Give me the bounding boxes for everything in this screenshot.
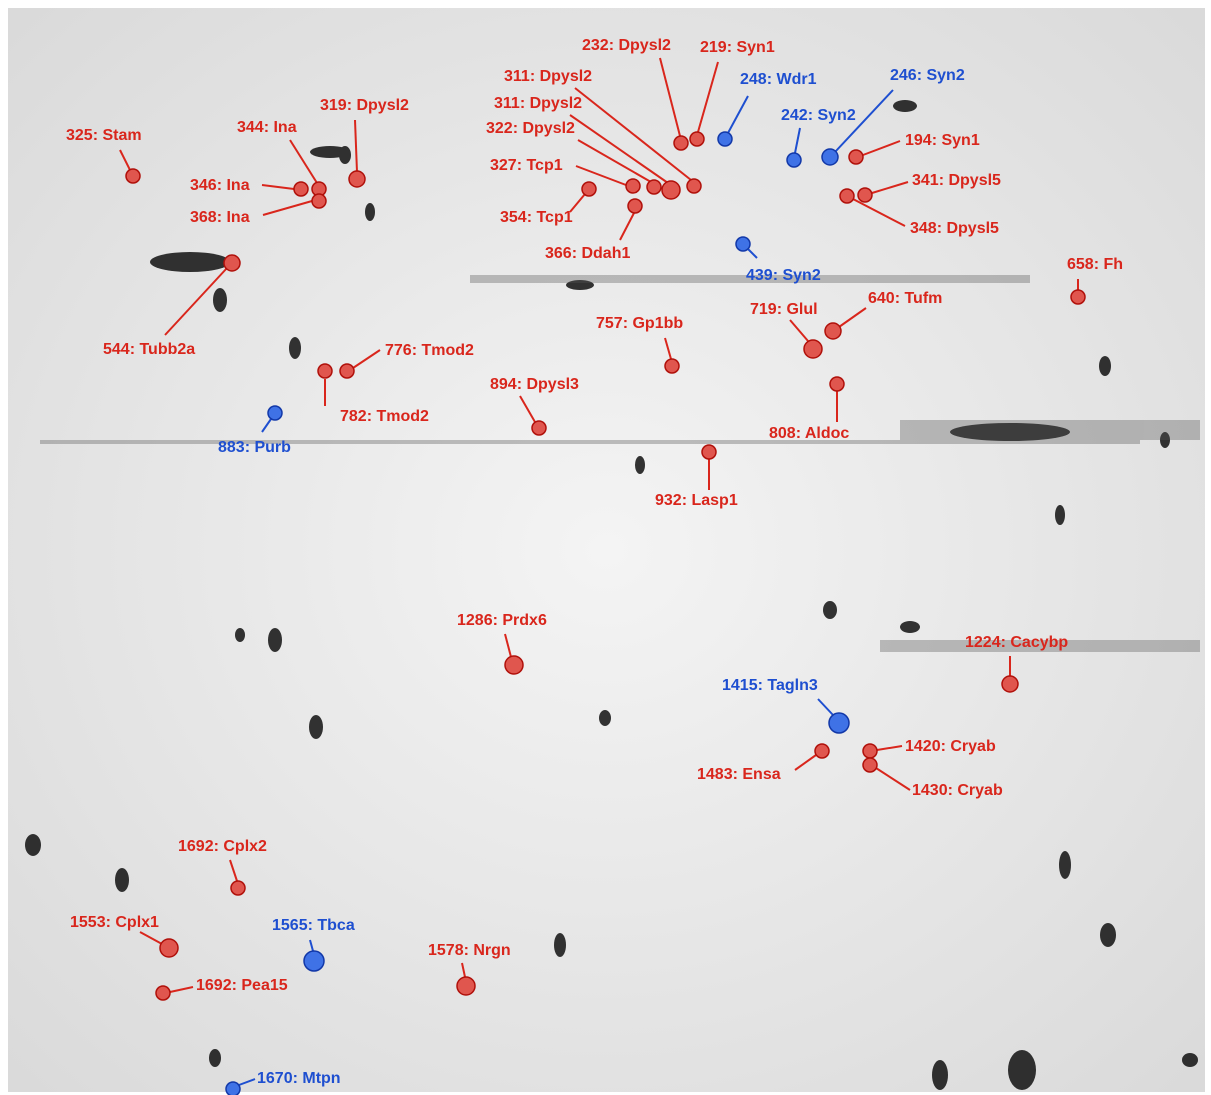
spot-marker [687, 179, 701, 193]
spot-label: 1420: Cryab [905, 738, 996, 755]
spot-marker [804, 340, 822, 358]
spot-marker [294, 182, 308, 196]
spot-marker [268, 406, 282, 420]
spot-label: 1578: Nrgn [428, 942, 511, 959]
spot-marker [457, 977, 475, 995]
spot-marker [304, 951, 324, 971]
spot-marker [626, 179, 640, 193]
spot-marker [628, 199, 642, 213]
spot-marker [718, 132, 732, 146]
spot-label: 344: Ina [237, 119, 297, 136]
spot-marker [840, 189, 854, 203]
spot-label: 757: Gp1bb [596, 315, 683, 332]
spot-label: 327: Tcp1 [490, 157, 563, 174]
spot-label: 1692: Cplx2 [178, 838, 267, 855]
spot-marker [126, 169, 140, 183]
spot-label: 1692: Pea15 [196, 977, 288, 994]
spot-marker [662, 181, 680, 199]
spot-label: 246: Syn2 [890, 67, 965, 84]
spot-marker [647, 180, 661, 194]
gel-image [8, 8, 1205, 1092]
spot-label: 894: Dpysl3 [490, 376, 579, 393]
spot-marker [231, 881, 245, 895]
spot-marker [815, 744, 829, 758]
spot-label: 354: Tcp1 [500, 209, 573, 226]
spot-marker [226, 1082, 240, 1095]
spot-label: 776: Tmod2 [385, 342, 474, 359]
spot-marker [690, 132, 704, 146]
spot-label: 1415: Tagln3 [722, 677, 818, 694]
spot-marker [665, 359, 679, 373]
spot-label: 658: Fh [1067, 256, 1123, 273]
spot-label: 311: Dpysl2 [494, 95, 582, 112]
spot-label: 883: Purb [218, 439, 291, 456]
spot-label: 439: Syn2 [746, 267, 821, 284]
spot-label: 1553: Cplx1 [70, 914, 159, 931]
spot-label: 348: Dpysl5 [910, 220, 999, 237]
spot-marker [849, 150, 863, 164]
spot-marker [858, 188, 872, 202]
spot-label: 368: Ina [190, 209, 250, 226]
spot-label: 782: Tmod2 [340, 408, 429, 425]
spot-marker [863, 758, 877, 772]
spot-marker [825, 323, 841, 339]
spot-label: 322: Dpysl2 [486, 120, 575, 137]
spot-label: 640: Tufm [868, 290, 942, 307]
spot-marker [349, 171, 365, 187]
spot-label: 1286: Prdx6 [457, 612, 547, 629]
spot-label: 232: Dpysl2 [582, 37, 671, 54]
spot-label: 1224: Cacybp [965, 634, 1068, 651]
spot-label: 1565: Tbca [272, 917, 355, 934]
spot-label: 194: Syn1 [905, 132, 980, 149]
spot-label: 341: Dpysl5 [912, 172, 1001, 189]
spot-marker [702, 445, 716, 459]
spot-label: 311: Dpysl2 [504, 68, 592, 85]
spot-marker [340, 364, 354, 378]
spot-label: 248: Wdr1 [740, 71, 817, 88]
spot-marker [224, 255, 240, 271]
spot-label: 1670: Mtpn [257, 1070, 341, 1087]
spot-marker [156, 986, 170, 1000]
spot-marker [1002, 676, 1018, 692]
spot-marker [736, 237, 750, 251]
spot-marker [582, 182, 596, 196]
spot-marker [863, 744, 877, 758]
spot-label: 719: Glul [750, 301, 818, 318]
spot-label: 932: Lasp1 [655, 492, 738, 509]
spot-marker [312, 194, 326, 208]
spot-marker [532, 421, 546, 435]
spot-label: 319: Dpysl2 [320, 97, 409, 114]
spot-marker [830, 377, 844, 391]
spot-label: 544: Tubb2a [103, 341, 195, 358]
spot-marker [674, 136, 688, 150]
spot-label: 366: Ddah1 [545, 245, 630, 262]
spot-label: 219: Syn1 [700, 39, 775, 56]
spot-marker [505, 656, 523, 674]
spot-marker [787, 153, 801, 167]
spot-marker [829, 713, 849, 733]
spot-label: 346: Ina [190, 177, 250, 194]
spot-label: 808: Aldoc [769, 425, 849, 442]
gel-figure: 325: Stam 344: Ina 319: Dpysl2 346: Ina 368:… [0, 0, 1211, 1095]
spot-marker [318, 364, 332, 378]
spot-label: 325: Stam [66, 127, 142, 144]
spot-marker [1071, 290, 1085, 304]
spot-marker [822, 149, 838, 165]
spot-label: 242: Syn2 [781, 107, 856, 124]
spot-label: 1430: Cryab [912, 782, 1003, 799]
spot-label: 1483: Ensa [697, 766, 781, 783]
spot-marker [160, 939, 178, 957]
